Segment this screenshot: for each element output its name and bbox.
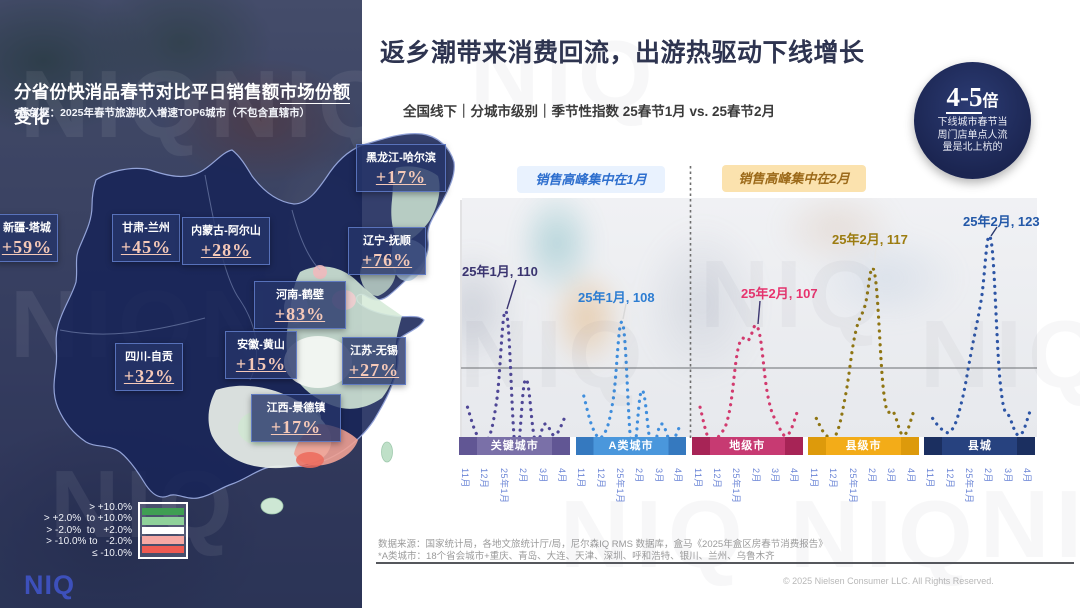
footer-divider xyxy=(376,562,1074,564)
map-label: 河南-鹤壁 +83% xyxy=(254,281,346,329)
legend-swatch xyxy=(142,526,184,535)
legend-row-label: > -10.0% to -2.0% xyxy=(46,536,132,548)
legend-row-label: > +10.0% xyxy=(89,502,132,513)
region-change-value: +45% xyxy=(120,237,172,257)
month-tick-label: 2月 xyxy=(750,468,761,484)
month-tick-label: 3月 xyxy=(1002,468,1013,484)
month-tick-label: 2月 xyxy=(634,468,645,484)
map-label: 四川-自贡 +32% xyxy=(115,343,183,391)
month-tick-label: 3月 xyxy=(537,468,548,484)
month-tick-label: 4月 xyxy=(789,468,800,484)
region-name: 四川-自贡 xyxy=(125,351,173,363)
banner-jan-peak: 销售高峰集中在1月 xyxy=(517,166,665,193)
tier-bar-地级市: 地级市 xyxy=(691,437,803,455)
map-legend: > +10.0% > +2.0% to +10.0% > -2.0% to +2.0… xyxy=(10,502,188,559)
tier-bar-县城: 县城 xyxy=(924,437,1036,455)
banner-feb-peak: 销售高峰集中在2月 xyxy=(722,165,866,192)
legend-swatch xyxy=(142,517,184,525)
month-tick-label: 12月 xyxy=(944,468,955,489)
copyright: © 2025 Nielsen Consumer LLC. All Rights … xyxy=(783,576,994,586)
region-name: 江苏-无锡 xyxy=(350,345,398,357)
legend-color-scale xyxy=(138,502,188,559)
peak-data-label: 25年1月, 108 xyxy=(578,290,655,305)
month-tick-label: 4月 xyxy=(1022,468,1033,484)
chart-background-photo xyxy=(462,198,1037,437)
month-tick-label: 25年1月 xyxy=(847,468,858,504)
badge-text: 下线城市春节当 周门店单点人流 量是北上杭的 xyxy=(937,117,1008,153)
legend-swatch xyxy=(142,545,184,554)
region-name: 黑龙江-哈尔滨 xyxy=(366,152,436,164)
tier-bar-县级市: 县级市 xyxy=(808,437,920,455)
map-subtitle: *蓝色框：2025年春节旅游收入增速TOP6城市（不包含直辖市） xyxy=(14,107,311,119)
legend-row-label: > +2.0% to +10.0% xyxy=(43,513,132,525)
month-tick-label: 12月 xyxy=(479,468,490,489)
region-change-value: +17% xyxy=(375,167,427,187)
region-change-value: +59% xyxy=(1,237,53,257)
month-tick-label: 3月 xyxy=(653,468,664,484)
month-tick-label: 4月 xyxy=(673,468,684,484)
month-tick-label: 2月 xyxy=(983,468,994,484)
month-tick-label: 12月 xyxy=(711,468,722,489)
region-change-value: +76% xyxy=(361,250,413,270)
legend-swatch xyxy=(142,507,184,516)
map-label: 江西-景德镇 +17% xyxy=(251,394,341,442)
map-title: 分省份快消品春节对比平日销售额市场份额变化 xyxy=(14,82,351,127)
region-name: 辽宁-抚顺 xyxy=(363,235,411,247)
map-label: 江苏-无锡 +27% xyxy=(342,337,406,385)
month-tick-label: 3月 xyxy=(886,468,897,484)
map-label: 安徽-黄山 +15% xyxy=(225,331,297,379)
map-label: 甘肃-兰州 +45% xyxy=(112,214,180,262)
month-tick-label: 11月 xyxy=(692,468,703,488)
map-label: 黑龙江-哈尔滨 +17% xyxy=(356,144,446,192)
region-change-value: +83% xyxy=(274,304,326,324)
month-tick-label: 11月 xyxy=(576,468,587,488)
peak-data-label: 25年2月, 107 xyxy=(741,286,818,301)
badge-headline: 4-5倍 xyxy=(946,82,999,114)
month-tick-label: 11月 xyxy=(808,468,819,488)
chart-subtitle: 全国线下｜分城市级别｜季节性指数 25春节1月 vs. 25春节2月 xyxy=(403,104,776,119)
month-tick-label: 12月 xyxy=(828,468,839,489)
page-title: 返乡潮带来消费回流，出游热驱动下线增长 xyxy=(380,39,865,67)
month-tick-label: 11月 xyxy=(460,468,470,488)
month-tick-label: 25年1月 xyxy=(963,468,974,504)
tier-bar-A类城市: A类城市 xyxy=(575,437,687,455)
region-change-value: +17% xyxy=(270,417,322,437)
map-label: 内蒙古-阿尔山 +28% xyxy=(182,217,270,265)
legend-row-label: > -2.0% to +2.0% xyxy=(46,524,132,536)
region-change-value: +28% xyxy=(200,240,252,260)
month-tick-label: 2月 xyxy=(866,468,877,484)
multiplier-badge: 4-5倍 下线城市春节当 周门店单点人流 量是北上杭的 xyxy=(914,62,1031,179)
month-tick-label: 3月 xyxy=(770,468,781,484)
map-label: 辽宁-抚顺 +76% xyxy=(348,227,426,275)
region-name: 安徽-黄山 xyxy=(237,339,285,351)
region-name: 甘肃-兰州 xyxy=(122,222,170,234)
month-tick-label: 4月 xyxy=(556,468,567,484)
region-name: 新疆-塔城 xyxy=(3,222,51,234)
region-change-value: +15% xyxy=(235,354,287,374)
region-name: 江西-景德镇 xyxy=(266,402,326,414)
region-name: 内蒙古-阿尔山 xyxy=(191,225,261,237)
legend-swatch xyxy=(142,536,184,544)
month-tick-label: 4月 xyxy=(905,468,916,484)
footnote-source: 数据来源：国家统计局，各地文旅统计厅/局，尼尔森IQ RMS 数据库，盒马《20… xyxy=(378,539,828,550)
peak-data-label: 25年2月, 117 xyxy=(832,232,908,247)
month-tick-label: 12月 xyxy=(595,468,606,489)
month-tick-label: 25年1月 xyxy=(615,468,626,504)
peak-data-label: 25年2月, 123 xyxy=(963,214,1040,229)
footnote-cities: *A类城市：18个省会城市+重庆、青岛、大连、天津、深圳、呼和浩特、银川、兰州、… xyxy=(378,551,775,562)
month-tick-label: 25年1月 xyxy=(498,468,509,504)
map-label: 新疆-塔城 +59% xyxy=(0,214,58,262)
region-change-value: +27% xyxy=(348,360,400,380)
legend-row-label: ≤ -10.0% xyxy=(92,547,132,559)
region-name: 河南-鹤壁 xyxy=(276,289,324,301)
region-change-value: +32% xyxy=(123,366,175,386)
peak-data-label: 25年1月, 110 xyxy=(462,264,538,279)
month-tick-label: 2月 xyxy=(518,468,529,484)
month-tick-label: 11月 xyxy=(925,468,936,488)
niq-logo: NIQ xyxy=(24,570,76,600)
tier-bar-关键城市: 关键城市 xyxy=(459,437,571,455)
month-tick-label: 25年1月 xyxy=(731,468,742,504)
